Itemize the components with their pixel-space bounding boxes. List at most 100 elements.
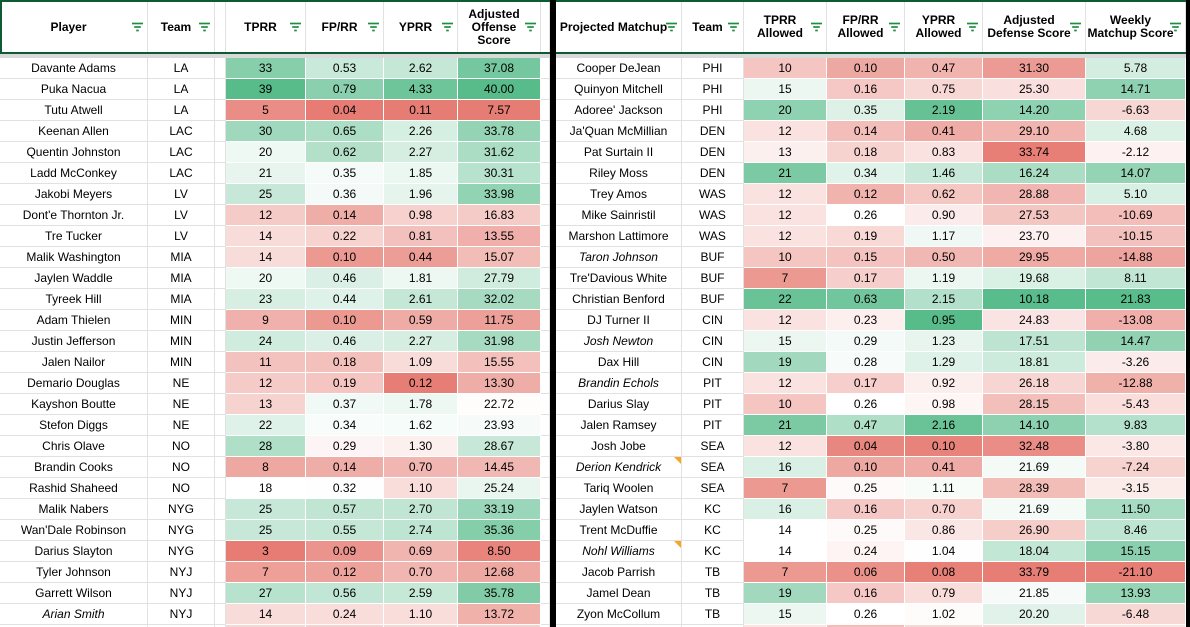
cell-yprr[interactable]: 0.59: [384, 310, 458, 331]
cell-team[interactable]: SEA: [682, 436, 744, 457]
cell-fprr_a[interactable]: 0.24: [827, 541, 905, 562]
cell-adj_def[interactable]: 28.39: [983, 478, 1086, 499]
cell-weekly[interactable]: -6.63: [1086, 100, 1186, 121]
cell-yprr[interactable]: 2.26: [384, 121, 458, 142]
cell-fprr_a[interactable]: 0.18: [827, 142, 905, 163]
cell-team[interactable]: DEN: [682, 142, 744, 163]
cell-weekly[interactable]: 5.10: [1086, 184, 1186, 205]
cell-tprr[interactable]: 12: [226, 373, 306, 394]
cell-tprr_a[interactable]: 15: [744, 79, 827, 100]
filter-icon[interactable]: [289, 22, 302, 33]
cell-yprr[interactable]: 1.30: [384, 436, 458, 457]
cell-tprr_a[interactable]: 10: [744, 58, 827, 79]
cell-yprr[interactable]: 1.09: [384, 352, 458, 373]
filter-icon[interactable]: [665, 22, 678, 33]
cell-adj_def[interactable]: 26.18: [983, 373, 1086, 394]
cell-fprr[interactable]: 0.36: [306, 184, 384, 205]
cell-weekly[interactable]: -2.12: [1086, 142, 1186, 163]
cell-player-name[interactable]: Riley Moss: [556, 163, 682, 184]
cell-tprr_a[interactable]: 12: [744, 310, 827, 331]
column-header-tprr_a[interactable]: TPRR Allowed: [744, 2, 827, 52]
cell-player-name[interactable]: Dont'e Thornton Jr.: [0, 205, 148, 226]
cell-adj_def[interactable]: 16.24: [983, 163, 1086, 184]
cell-fprr_a[interactable]: 0.63: [827, 289, 905, 310]
cell-player-name[interactable]: Jaylen Waddle: [0, 268, 148, 289]
cell-yprr_a[interactable]: 0.90: [905, 205, 983, 226]
cell-player-name[interactable]: Tutu Atwell: [0, 100, 148, 121]
column-header-team[interactable]: Team: [682, 2, 744, 52]
cell-adj_off[interactable]: 33.98: [458, 184, 541, 205]
cell-adj_def[interactable]: 28.15: [983, 394, 1086, 415]
cell-yprr[interactable]: 4.33: [384, 79, 458, 100]
cell-player-name[interactable]: Davante Adams: [0, 58, 148, 79]
cell-player-name[interactable]: Tyler Johnson: [0, 562, 148, 583]
cell-yprr_a[interactable]: 1.19: [905, 268, 983, 289]
cell-team[interactable]: NO: [148, 457, 215, 478]
cell-player-name[interactable]: Dax Hill: [556, 352, 682, 373]
cell-weekly[interactable]: 5.78: [1086, 58, 1186, 79]
cell-tprr_a[interactable]: 12: [744, 184, 827, 205]
cell-yprr[interactable]: 0.70: [384, 562, 458, 583]
cell-team[interactable]: BUF: [682, 289, 744, 310]
cell-adj_def[interactable]: 21.69: [983, 499, 1086, 520]
cell-yprr_a[interactable]: 0.75: [905, 79, 983, 100]
cell-fprr[interactable]: 0.57: [306, 499, 384, 520]
cell-adj_off[interactable]: 13.30: [458, 373, 541, 394]
cell-team[interactable]: LAC: [148, 142, 215, 163]
cell-fprr[interactable]: 0.12: [306, 562, 384, 583]
cell-fprr[interactable]: 0.14: [306, 205, 384, 226]
filter-icon[interactable]: [966, 22, 979, 33]
cell-adj_def[interactable]: 14.20: [983, 100, 1086, 121]
filter-icon[interactable]: [727, 22, 740, 33]
cell-adj_def[interactable]: 23.70: [983, 226, 1086, 247]
cell-yprr_a[interactable]: 0.92: [905, 373, 983, 394]
cell-adj_off[interactable]: 13.55: [458, 226, 541, 247]
cell-adj_off[interactable]: 12.68: [458, 562, 541, 583]
cell-weekly[interactable]: 14.71: [1086, 79, 1186, 100]
cell-team[interactable]: NYG: [148, 520, 215, 541]
filter-icon[interactable]: [810, 22, 823, 33]
cell-yprr[interactable]: 0.12: [384, 373, 458, 394]
cell-yprr_a[interactable]: 0.41: [905, 457, 983, 478]
cell-adj_off[interactable]: 27.79: [458, 268, 541, 289]
cell-tprr[interactable]: 33: [226, 58, 306, 79]
cell-team[interactable]: CIN: [682, 331, 744, 352]
cell-fprr_a[interactable]: 0.28: [827, 352, 905, 373]
cell-adj_off[interactable]: 16.83: [458, 205, 541, 226]
filter-icon[interactable]: [441, 22, 454, 33]
cell-tprr_a[interactable]: 15: [744, 331, 827, 352]
cell-adj_def[interactable]: 29.10: [983, 121, 1086, 142]
filter-icon[interactable]: [131, 22, 144, 33]
cell-adj_off[interactable]: 7.57: [458, 100, 541, 121]
cell-tprr[interactable]: 7: [226, 562, 306, 583]
cell-weekly[interactable]: 8.11: [1086, 268, 1186, 289]
cell-adj_def[interactable]: 20.20: [983, 604, 1086, 625]
cell-adj_def[interactable]: 32.48: [983, 436, 1086, 457]
cell-player-name[interactable]: Derion Kendrick: [556, 457, 682, 478]
cell-fprr[interactable]: 0.62: [306, 142, 384, 163]
cell-weekly[interactable]: 9.83: [1086, 415, 1186, 436]
cell-fprr_a[interactable]: 0.26: [827, 394, 905, 415]
cell-tprr_a[interactable]: 12: [744, 436, 827, 457]
cell-weekly[interactable]: 4.68: [1086, 121, 1186, 142]
filter-icon[interactable]: [1069, 22, 1082, 33]
cell-tprr[interactable]: 20: [226, 268, 306, 289]
cell-tprr_a[interactable]: 7: [744, 268, 827, 289]
cell-team[interactable]: LA: [148, 58, 215, 79]
cell-fprr_a[interactable]: 0.16: [827, 499, 905, 520]
cell-team[interactable]: KC: [682, 541, 744, 562]
cell-yprr_a[interactable]: 0.70: [905, 499, 983, 520]
cell-weekly[interactable]: [1086, 625, 1186, 627]
cell-team[interactable]: CIN: [682, 352, 744, 373]
cell-team[interactable]: NE: [148, 415, 215, 436]
cell-yprr[interactable]: 0.44: [384, 247, 458, 268]
cell-team[interactable]: LAC: [148, 163, 215, 184]
cell-adj_def[interactable]: 31.30: [983, 58, 1086, 79]
cell-adj_def[interactable]: 17.51: [983, 331, 1086, 352]
cell-tprr_a[interactable]: 21: [744, 163, 827, 184]
cell-player-name[interactable]: Justin Jefferson: [0, 331, 148, 352]
cell-adj_off[interactable]: 40.00: [458, 79, 541, 100]
column-header-yprr[interactable]: YPRR: [384, 2, 458, 52]
cell-player-name[interactable]: Marshon Lattimore: [556, 226, 682, 247]
cell-tprr[interactable]: 24: [226, 331, 306, 352]
